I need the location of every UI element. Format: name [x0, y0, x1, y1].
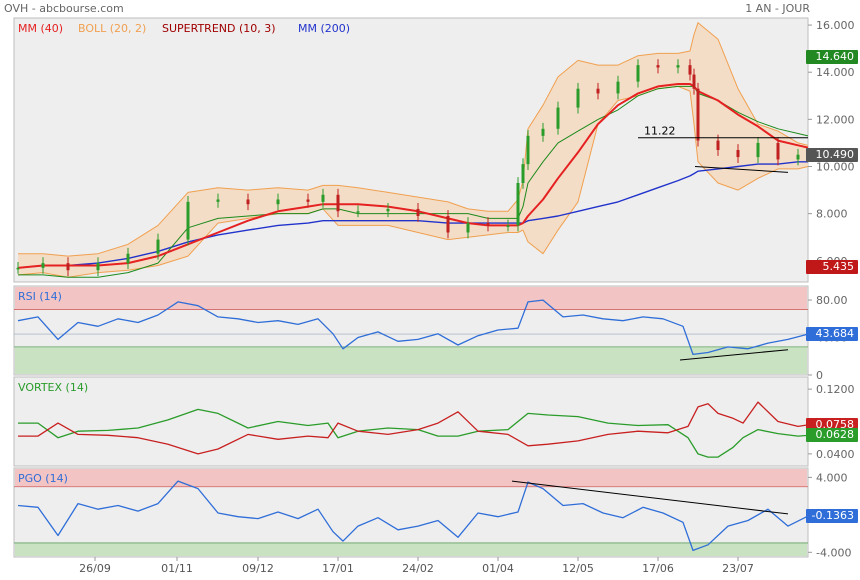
x-tick-label: 17/01 [322, 562, 354, 575]
y-tick-label: -4.000 [816, 546, 851, 559]
x-tick-label: 09/12 [242, 562, 274, 575]
value-badge: 0.0628 [806, 428, 858, 443]
mm40-line [17, 83, 809, 269]
legend-supertrend: SUPERTREND (10, 3) [162, 22, 276, 35]
pgo-line [17, 480, 809, 552]
y-tick-label: 12.000 [816, 113, 855, 126]
value-badge: 43.684 [806, 327, 858, 342]
candle-body [16, 267, 20, 270]
candle-body [446, 216, 450, 233]
candle-body [336, 194, 340, 212]
candle-body [486, 223, 490, 226]
candle-body [96, 263, 100, 271]
candle-body [796, 154, 800, 160]
pgo-trend-line [511, 480, 789, 515]
candle-body [126, 253, 130, 264]
bollinger-band [18, 22, 808, 278]
candle-body [156, 239, 160, 254]
candle-body [306, 199, 310, 202]
y-tick-label: 0 [816, 369, 823, 382]
candle-body [386, 208, 390, 212]
candle-body [696, 88, 700, 141]
y-tick-label: 16.000 [816, 19, 855, 32]
candle-body [688, 65, 692, 75]
candle-body [356, 211, 360, 213]
bollinger-lower-line [17, 85, 809, 278]
zone-oversold [15, 542, 807, 556]
candle-body [276, 199, 280, 205]
candle-body [246, 199, 250, 205]
x-tick-label: 01/04 [482, 562, 514, 575]
bollinger-upper-line [18, 22, 809, 257]
rsi-trend-line [679, 349, 789, 361]
candle-body [416, 208, 420, 216]
value-badge: 0.0758 [806, 417, 858, 432]
value-badge: 10.490 [806, 147, 858, 162]
panel-2 [13, 376, 809, 467]
y-tick-label: 4.000 [816, 471, 848, 484]
candle-body [556, 107, 560, 129]
rsi-title: RSI (14) [18, 290, 62, 303]
x-tick-label: 23/07 [722, 562, 754, 575]
x-tick-label: 17/06 [642, 562, 674, 575]
value-badge: 14.640 [806, 50, 858, 65]
candle-body [756, 142, 760, 158]
legend-boll: BOLL (20, 2) [78, 22, 147, 35]
vortex-plus-line [18, 408, 809, 458]
candle-body [776, 142, 780, 160]
period-label: 1 AN - JOUR [745, 2, 810, 15]
candle-body [692, 74, 696, 89]
vortex-minus-line [18, 401, 809, 455]
y-tick-label: 14.000 [816, 66, 855, 79]
vortex-title: VORTEX (14) [18, 381, 89, 394]
candle-body [506, 225, 510, 227]
zone-overbought [15, 469, 807, 487]
legend-mm40: MM (40) [18, 22, 64, 35]
chart-title: OVH - abcbourse.com [4, 2, 124, 15]
candle-body [526, 135, 530, 165]
x-tick-label: 01/11 [161, 562, 193, 575]
candle-body [596, 88, 600, 94]
x-tick-label: 24/02 [402, 562, 434, 575]
candle-body [616, 81, 620, 94]
value-badge: -0.1363 [806, 509, 858, 524]
candle-body [466, 223, 470, 233]
candle-body [216, 199, 220, 202]
candle-body [716, 140, 720, 150]
y-tick-label: 0.0400 [816, 448, 855, 461]
resistance-label: 11.22 [644, 125, 676, 138]
legend-mm200: MM (200) [298, 22, 351, 35]
candle-body [656, 65, 660, 68]
candle-body [516, 183, 520, 226]
support-line [694, 166, 789, 173]
candle-body [541, 128, 545, 136]
candle-body [636, 65, 640, 82]
candle-body [41, 263, 45, 268]
x-tick-label: 26/09 [79, 562, 111, 575]
value-badge: 5.435 [806, 260, 858, 274]
candle-body [521, 164, 525, 183]
y-tick-label: 10.000 [816, 161, 855, 174]
x-tick-label: 12/05 [562, 562, 594, 575]
candle-body [676, 65, 680, 68]
pgo-title: PGO (14) [18, 472, 68, 485]
rsi-line [17, 299, 809, 356]
zone-oversold [15, 346, 807, 374]
y-tick-label: 80.00 [816, 294, 848, 307]
y-tick-label: 0.1200 [816, 383, 855, 396]
candle-body [66, 263, 70, 271]
candle-body [186, 201, 190, 240]
candle-body [321, 194, 325, 202]
candle-body [736, 150, 740, 158]
y-tick-label: 8.000 [816, 208, 848, 221]
zone-overbought [15, 287, 807, 310]
candle-body [576, 88, 580, 108]
